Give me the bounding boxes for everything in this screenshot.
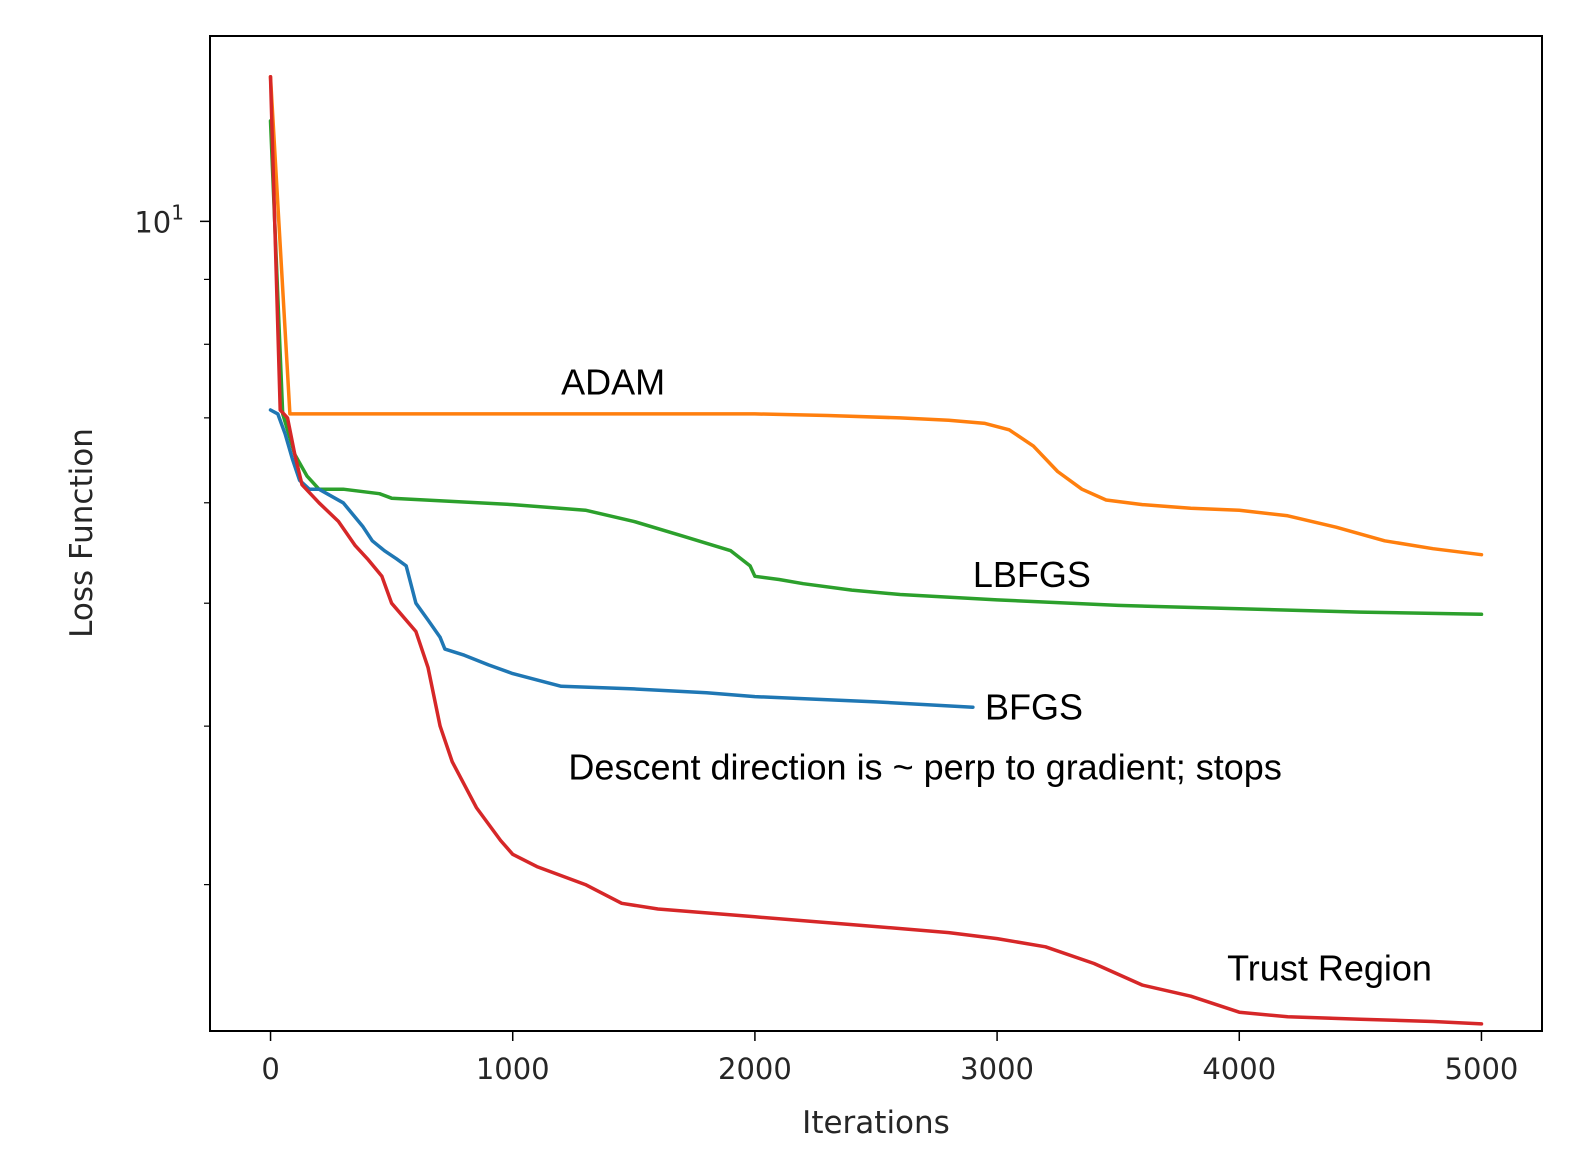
plot-frame: [209, 35, 1543, 1032]
annotation-trust-region: Trust Region: [1227, 948, 1432, 989]
y-axis-label: Loss Function: [64, 428, 100, 638]
y-tick-exponent: 1: [171, 200, 184, 224]
series-group: [268, 75, 1484, 1026]
x-tick-label: 1000: [476, 1052, 550, 1086]
annotations: ADAM LBFGS BFGS Descent direction is ~ perp…: [561, 362, 1432, 989]
x-axis-label: Iterations: [802, 1105, 950, 1141]
x-ticks: 0 1000 2000 3000 4000 5000: [261, 1031, 1518, 1086]
series-lbfgs-line: [268, 119, 1484, 617]
series-trust-region-line: [268, 75, 1484, 1026]
annotation-adam: ADAM: [561, 362, 665, 403]
x-tick-label: 4000: [1202, 1052, 1276, 1086]
x-tick-label: 2000: [718, 1052, 792, 1086]
x-tick-label: 5000: [1445, 1052, 1519, 1086]
annotation-bfgs-note: Descent direction is ~ perp to gradient;…: [568, 747, 1281, 788]
series-adam-line: [268, 75, 1484, 557]
annotation-bfgs: BFGS: [985, 686, 1083, 727]
y-tick-label: 101: [134, 200, 184, 239]
x-tick-label: 0: [261, 1052, 279, 1086]
y-ticks: 101: [134, 200, 210, 886]
x-tick-label: 3000: [960, 1052, 1034, 1086]
series-bfgs-line: [268, 408, 975, 709]
annotation-lbfgs: LBFGS: [973, 554, 1091, 595]
